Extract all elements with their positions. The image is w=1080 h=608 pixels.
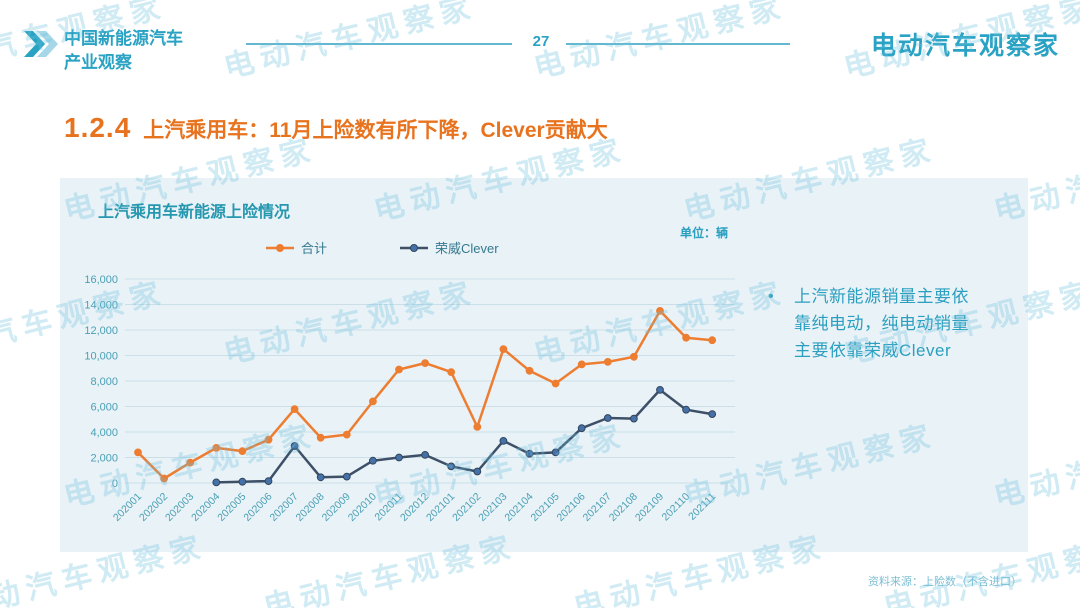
chart-area: 0 2,000 4,000 6,000 8,000 10,000 12,000 14,000 1… — [80, 266, 780, 549]
section-title-text: 上汽乘用车：11月上险数有所下降，Clever贡献大 — [143, 119, 608, 142]
section-title: 1.2.4 上汽乘用车：11月上险数有所下降，Clever贡献大 — [64, 112, 608, 144]
legend-marker-total-icon — [266, 243, 294, 252]
header-divider-right — [566, 43, 790, 45]
svg-text:8,000: 8,000 — [90, 376, 118, 388]
legend-item-total: 合计 — [265, 238, 327, 257]
svg-text:16,000: 16,000 — [84, 274, 118, 286]
svg-text:202109: 202109 — [633, 491, 666, 524]
svg-text:2,000: 2,000 — [90, 453, 118, 465]
legend-label-total: 合计 — [301, 241, 328, 256]
legend-label-clever: 荣威Clever — [435, 241, 499, 256]
svg-text:12,000: 12,000 — [84, 325, 118, 337]
header-divider-left — [246, 43, 512, 45]
svg-text:202110: 202110 — [660, 491, 693, 524]
svg-text:202010: 202010 — [346, 491, 379, 524]
page-number: 27 — [532, 33, 550, 50]
svg-text:10,000: 10,000 — [84, 351, 118, 363]
svg-text:202111: 202111 — [686, 491, 718, 523]
double-chevron-icon — [24, 31, 58, 57]
chart-legend: 合计 荣威Clever — [265, 238, 499, 257]
brand-line1: 中国新能源汽车 — [64, 29, 183, 48]
svg-text:4,000: 4,000 — [90, 427, 118, 439]
insight-text: 上汽新能源销量主要依靠纯电动，纯电动销量主要依靠荣威Clever — [794, 287, 969, 360]
brand-title: 中国新能源汽车 产业观察 — [64, 27, 183, 75]
brand-line2: 产业观察 — [64, 53, 132, 72]
line-chart-svg: 0 2,000 4,000 6,000 8,000 10,000 12,000 14,000 1… — [84, 274, 735, 524]
svg-text:6,000: 6,000 — [90, 402, 118, 414]
svg-text:0: 0 — [112, 478, 118, 490]
data-source-note: 资料来源：上险数（不含进口） — [868, 576, 1022, 588]
unit-label: 单位：辆 — [680, 226, 729, 240]
logo-text: 电动汽车观察家 — [870, 32, 1060, 60]
svg-text:14,000: 14,000 — [84, 300, 118, 312]
bullet-icon: • — [768, 288, 774, 305]
insight-note: • 上汽新能源销量主要依靠纯电动，纯电动销量主要依靠荣威Clever — [768, 283, 976, 364]
chart-title: 上汽乘用车新能源上险情况 — [98, 204, 291, 221]
legend-marker-clever-icon — [400, 243, 429, 252]
chart-panel: 上汽乘用车新能源上险情况 单位：辆 合计 荣威Clever 0 2,000 4,00… — [60, 178, 1028, 552]
section-index: 1.2.4 — [64, 112, 132, 143]
legend-item-clever: 荣威Clever — [399, 238, 499, 257]
